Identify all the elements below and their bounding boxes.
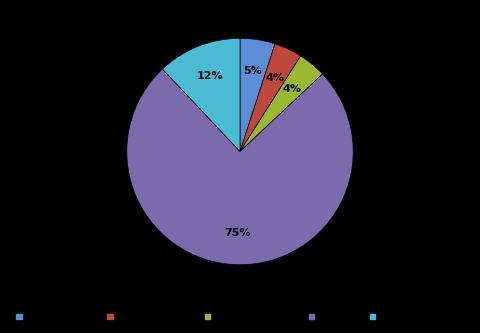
Text: 75%: 75% (224, 228, 251, 238)
Text: 4%: 4% (282, 84, 301, 94)
Text: 12%: 12% (197, 71, 223, 81)
Text: 5%: 5% (243, 66, 262, 76)
Wedge shape (240, 44, 300, 152)
Wedge shape (240, 38, 275, 152)
Wedge shape (127, 69, 353, 265)
Wedge shape (240, 56, 323, 152)
Wedge shape (163, 38, 240, 152)
Text: 4%: 4% (265, 73, 284, 83)
Legend: Wages & Salaries, Employee Benefits, Operating Expenses, Safety Net, Grants & Su: Wages & Salaries, Employee Benefits, Ope… (12, 309, 468, 325)
